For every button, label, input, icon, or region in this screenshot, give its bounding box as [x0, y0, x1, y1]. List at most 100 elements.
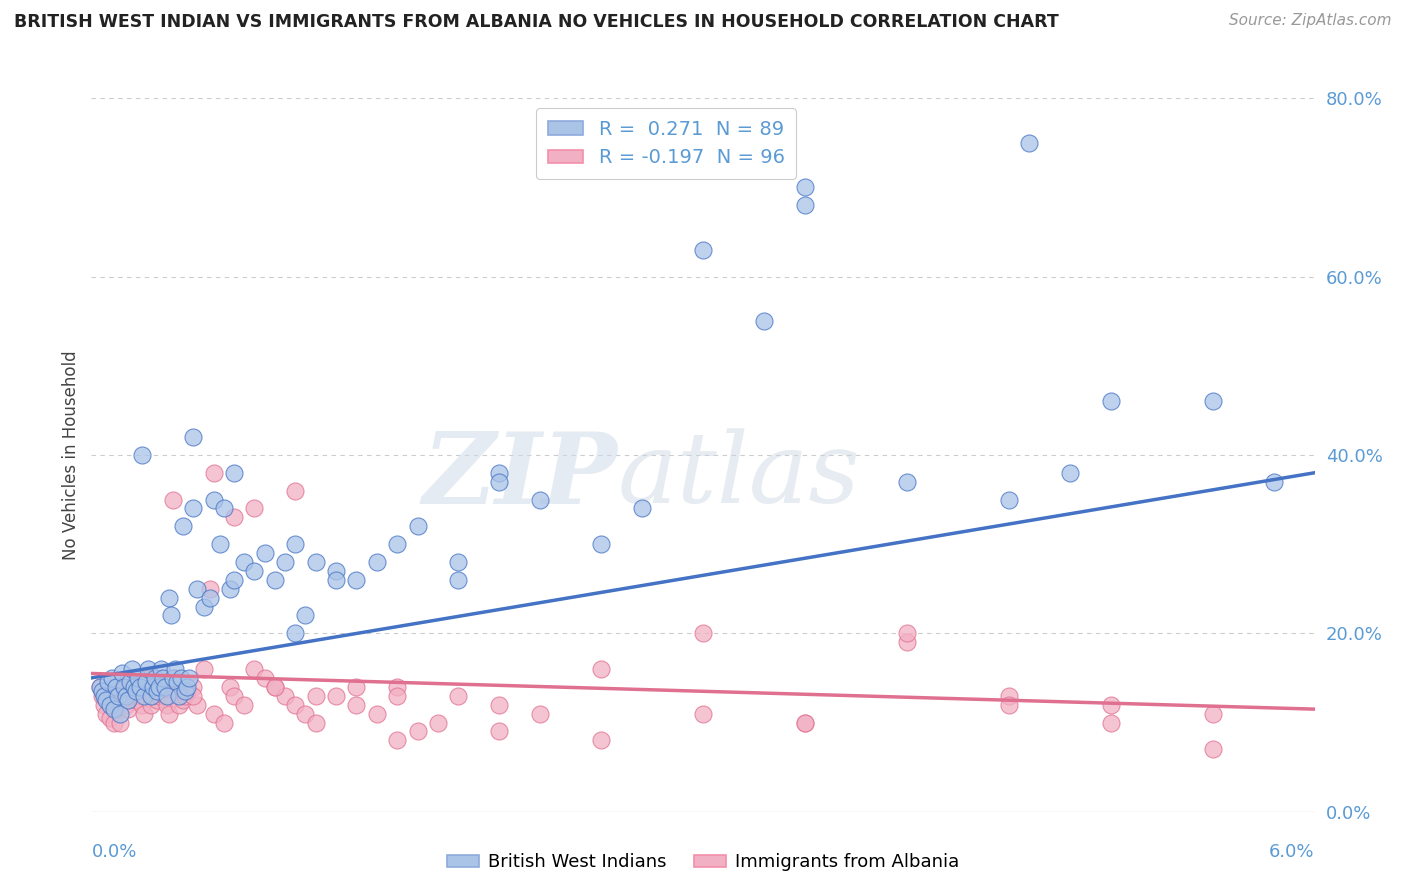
- Point: [93, 689, 115, 703]
- Point: [692, 706, 714, 721]
- Point: [406, 724, 429, 739]
- Point: [108, 715, 131, 730]
- Point: [202, 466, 225, 480]
- Point: [488, 466, 510, 480]
- Point: [166, 675, 188, 690]
- Point: [998, 689, 1021, 703]
- Point: [222, 466, 246, 480]
- Point: [143, 680, 166, 694]
- Point: [186, 582, 208, 596]
- Text: ZIP: ZIP: [422, 428, 617, 524]
- Point: [222, 689, 246, 703]
- Point: [366, 555, 388, 569]
- Point: [94, 706, 117, 721]
- Point: [107, 702, 129, 716]
- Legend: R =  0.271  N = 89, R = -0.197  N = 96: R = 0.271 N = 89, R = -0.197 N = 96: [536, 108, 796, 179]
- Text: BRITISH WEST INDIAN VS IMMIGRANTS FROM ALBANIA NO VEHICLES IN HOUSEHOLD CORRELAT: BRITISH WEST INDIAN VS IMMIGRANTS FROM A…: [14, 13, 1059, 31]
- Point: [104, 689, 127, 703]
- Point: [125, 693, 148, 707]
- Point: [112, 680, 135, 694]
- Text: atlas: atlas: [617, 429, 860, 524]
- Point: [141, 689, 163, 703]
- Point: [97, 684, 120, 698]
- Point: [219, 680, 242, 694]
- Point: [1202, 394, 1225, 409]
- Point: [163, 671, 186, 685]
- Point: [167, 689, 190, 703]
- Point: [198, 591, 221, 605]
- Point: [148, 680, 170, 694]
- Point: [294, 706, 316, 721]
- Point: [591, 537, 613, 551]
- Point: [305, 555, 328, 569]
- Point: [385, 689, 409, 703]
- Point: [98, 711, 121, 725]
- Point: [120, 675, 142, 690]
- Point: [127, 671, 149, 685]
- Point: [153, 680, 176, 694]
- Point: [160, 675, 183, 690]
- Point: [172, 693, 194, 707]
- Point: [139, 698, 162, 712]
- Point: [1018, 136, 1040, 150]
- Point: [112, 689, 135, 703]
- Point: [243, 564, 266, 578]
- Point: [129, 689, 152, 703]
- Point: [198, 582, 221, 596]
- Point: [305, 715, 328, 730]
- Text: 6.0%: 6.0%: [1270, 843, 1315, 861]
- Point: [325, 689, 347, 703]
- Point: [172, 519, 194, 533]
- Point: [129, 680, 152, 694]
- Point: [183, 680, 205, 694]
- Point: [794, 180, 817, 194]
- Point: [94, 693, 117, 707]
- Point: [427, 715, 450, 730]
- Point: [176, 680, 198, 694]
- Point: [117, 693, 139, 707]
- Point: [631, 501, 654, 516]
- Point: [488, 698, 510, 712]
- Point: [134, 706, 156, 721]
- Point: [212, 715, 235, 730]
- Point: [219, 582, 242, 596]
- Point: [284, 626, 307, 640]
- Point: [222, 573, 246, 587]
- Point: [488, 475, 510, 489]
- Point: [157, 706, 180, 721]
- Point: [183, 689, 205, 703]
- Point: [529, 706, 551, 721]
- Point: [131, 448, 153, 462]
- Point: [98, 698, 121, 712]
- Point: [89, 680, 111, 694]
- Point: [346, 698, 368, 712]
- Point: [149, 671, 172, 685]
- Point: [121, 662, 143, 676]
- Point: [162, 680, 184, 694]
- Point: [212, 501, 235, 516]
- Point: [186, 698, 208, 712]
- Point: [115, 689, 138, 703]
- Text: 0.0%: 0.0%: [91, 843, 136, 861]
- Point: [1202, 742, 1225, 756]
- Point: [274, 689, 297, 703]
- Point: [121, 671, 143, 685]
- Point: [294, 608, 316, 623]
- Point: [127, 680, 149, 694]
- Point: [170, 680, 193, 694]
- Point: [447, 573, 470, 587]
- Point: [253, 671, 276, 685]
- Point: [264, 680, 287, 694]
- Point: [591, 733, 613, 747]
- Point: [447, 555, 470, 569]
- Point: [233, 555, 256, 569]
- Point: [170, 671, 193, 685]
- Point: [794, 198, 817, 212]
- Point: [104, 680, 127, 694]
- Point: [264, 573, 287, 587]
- Point: [896, 626, 918, 640]
- Point: [117, 702, 139, 716]
- Point: [325, 564, 347, 578]
- Point: [90, 684, 112, 698]
- Point: [145, 684, 167, 698]
